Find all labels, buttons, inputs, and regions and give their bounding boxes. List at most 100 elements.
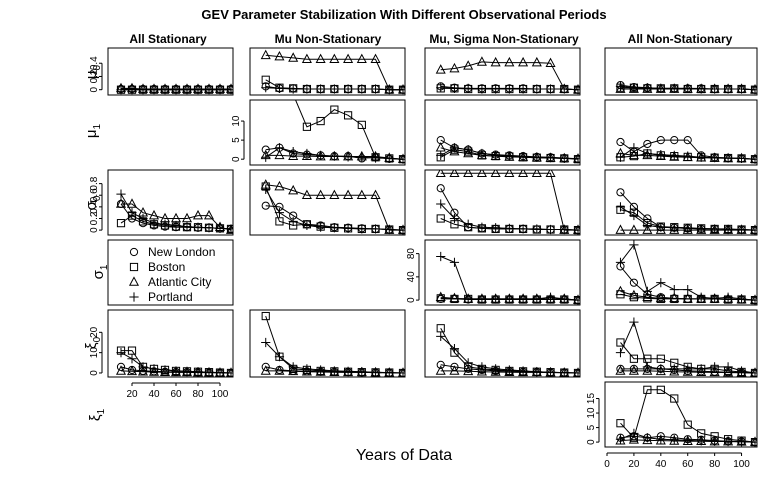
data-point-portland <box>710 84 720 94</box>
data-point-atlantic-city <box>356 189 367 200</box>
column-title-all-nonstationary: All Non-Stationary <box>628 32 733 46</box>
series-portland <box>615 428 757 447</box>
data-point-atlantic-city <box>655 292 666 303</box>
data-point-portland <box>559 84 569 94</box>
data-point-atlantic-city <box>628 149 639 160</box>
panel-frame <box>604 99 758 166</box>
data-point-portland <box>615 81 626 91</box>
data-point-atlantic-city <box>628 83 639 93</box>
data-point-portland <box>116 348 126 358</box>
data-point-portland <box>629 83 639 93</box>
data-point-new-london <box>116 362 126 371</box>
data-point-portland <box>545 153 556 163</box>
data-point-portland <box>226 224 233 234</box>
data-point-atlantic-city <box>343 53 354 64</box>
panel-frame <box>249 47 406 96</box>
data-point-atlantic-city <box>126 198 138 208</box>
data-point-boston <box>629 354 639 363</box>
data-point-portland <box>545 84 556 94</box>
data-point-portland <box>683 151 693 161</box>
data-point-portland <box>683 223 693 233</box>
data-point-atlantic-city <box>655 150 666 160</box>
data-point-portland <box>370 224 381 234</box>
data-point-portland <box>532 294 542 304</box>
data-point-portland <box>723 153 733 163</box>
series-portland <box>436 143 580 164</box>
data-point-portland <box>288 84 298 94</box>
y-axis: 0 0.20.40.60.8 <box>89 176 103 233</box>
data-point-atlantic-city <box>490 170 501 177</box>
panel-frame <box>424 239 581 306</box>
data-point-portland <box>696 292 706 302</box>
x-tick-label: 20 <box>628 459 640 470</box>
series-line-boston <box>620 389 756 443</box>
x-axis: 0 20 40 60 80 100 <box>604 452 750 470</box>
data-point-portland <box>436 251 446 262</box>
plot-area <box>615 317 757 377</box>
data-point-portland <box>491 364 501 374</box>
x-tick-label: 60 <box>682 459 694 470</box>
data-point-portland <box>736 153 747 164</box>
data-point-atlantic-city <box>435 291 446 301</box>
data-point-portland <box>261 152 271 162</box>
data-point-atlantic-city <box>615 365 626 375</box>
data-point-portland <box>370 153 381 163</box>
data-point-portland <box>518 152 528 162</box>
legend-label-portland: Portland <box>148 290 193 304</box>
y-tick-label: 0 <box>89 227 100 233</box>
data-point-boston <box>436 324 445 333</box>
data-point-portland <box>723 362 733 372</box>
panel-frame <box>107 169 234 236</box>
data-point-portland <box>532 152 542 162</box>
series-line-atlantic-city <box>440 61 579 91</box>
data-point-portland <box>736 366 747 376</box>
data-point-boston <box>261 311 270 321</box>
data-point-portland <box>573 85 580 95</box>
data-point-atlantic-city <box>682 224 693 234</box>
data-point-portland <box>316 84 326 94</box>
x-tick-label: 60 <box>170 389 182 400</box>
panel-all-stationary-xi0: 0 10 20 20 40 60 80 100 <box>89 309 234 400</box>
data-point-atlantic-city <box>137 366 149 376</box>
data-point-portland <box>573 225 580 235</box>
series-portland <box>615 240 757 305</box>
data-point-atlantic-city <box>504 366 515 376</box>
data-point-portland <box>696 364 706 374</box>
data-point-portland <box>449 143 460 153</box>
panel-mu-sigma-non-stationary-mu0 <box>424 47 581 96</box>
panel-mu-sigma-non-stationary-sigma1: 0 40 80 <box>406 239 581 306</box>
data-point-portland <box>559 153 569 164</box>
data-point-atlantic-city <box>642 365 653 375</box>
data-point-atlantic-city <box>669 292 680 303</box>
data-point-atlantic-city <box>449 365 460 375</box>
data-point-portland <box>127 85 137 95</box>
data-point-portland <box>226 368 233 377</box>
data-point-portland <box>750 85 757 95</box>
data-point-portland <box>436 331 446 341</box>
data-point-portland <box>683 364 693 374</box>
data-point-atlantic-city <box>476 149 487 160</box>
x-tick-label: 0 <box>604 459 610 470</box>
data-point-portland <box>656 434 666 444</box>
data-point-portland <box>343 152 353 162</box>
data-point-portland <box>710 293 720 303</box>
legend-label-boston: Boston <box>148 260 185 274</box>
data-point-atlantic-city <box>435 142 446 152</box>
data-point-atlantic-city <box>435 64 446 74</box>
legend-marker-atlantic-city <box>128 276 140 286</box>
legend-label-new-london: New London <box>148 245 215 259</box>
y-axis: 0 5 10 <box>231 115 245 162</box>
data-point-boston <box>330 105 339 114</box>
data-point-portland <box>669 364 679 374</box>
plot-area <box>435 56 580 95</box>
series-line-atlantic-city <box>440 172 578 231</box>
panel-mu-non-stationary-xi0 <box>249 309 406 378</box>
data-point-portland <box>545 367 556 377</box>
data-point-atlantic-city <box>463 170 474 177</box>
y-tick-label: 5 <box>231 137 242 143</box>
legend-marker-new-london <box>129 247 139 257</box>
data-point-atlantic-city <box>669 224 680 234</box>
panel-all-non-stationary-sigma1 <box>604 239 758 306</box>
